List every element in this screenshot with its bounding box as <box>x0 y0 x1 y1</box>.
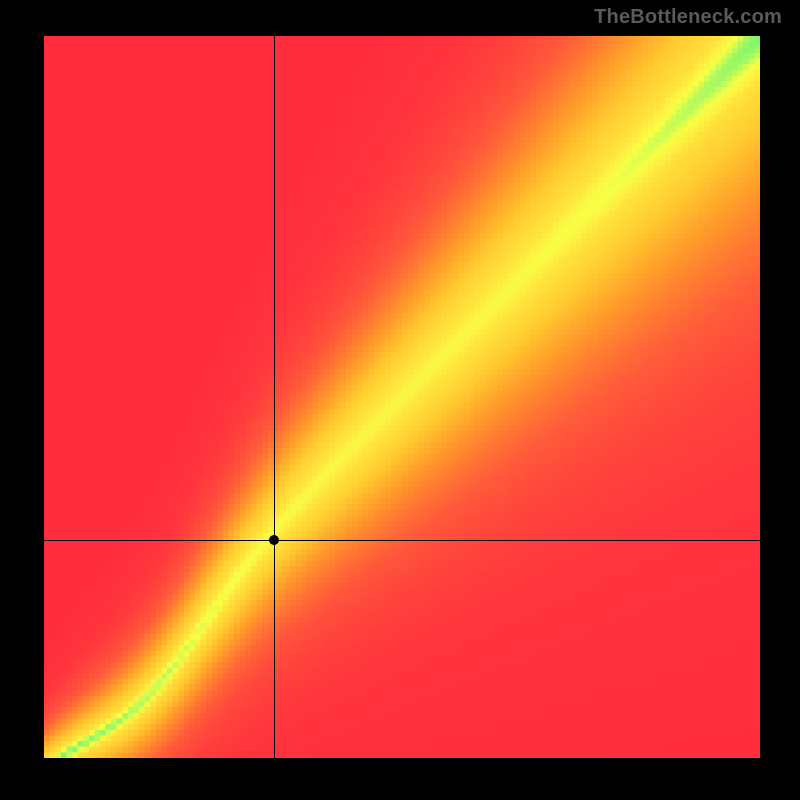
crosshair-horizontal <box>44 540 760 541</box>
figure-container: TheBottleneck.com <box>0 0 800 800</box>
bottleneck-marker <box>269 535 279 545</box>
crosshair-vertical <box>274 36 275 758</box>
heatmap-canvas <box>44 36 760 758</box>
attribution-text: TheBottleneck.com <box>594 6 782 29</box>
heatmap-plot <box>44 36 760 758</box>
